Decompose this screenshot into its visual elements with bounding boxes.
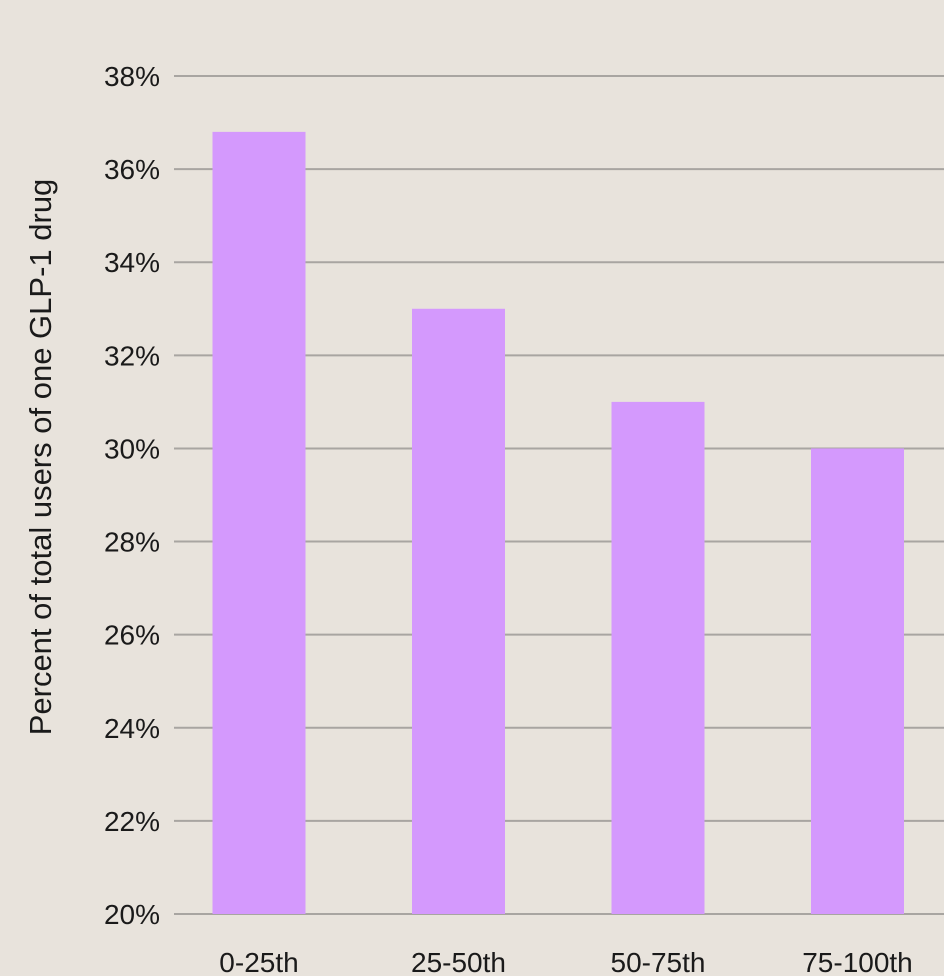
y-axis-title: Percent of total users of one GLP-1 drug (23, 179, 58, 736)
x-axis-ticks: 0-25th 25-50th 50-75th 75-100th (219, 947, 912, 976)
y-tick-label: 30% (104, 433, 160, 464)
bar-1 (212, 131, 306, 914)
bar-4 (811, 448, 904, 914)
y-tick-label: 36% (104, 154, 160, 185)
x-tick-label: 75-100th (802, 947, 913, 976)
y-tick-label: 28% (104, 527, 160, 558)
y-tick-label: 20% (104, 899, 160, 930)
y-tick-label: 24% (104, 713, 160, 744)
y-tick-label: 38% (104, 61, 160, 92)
y-tick-label: 26% (104, 620, 160, 651)
y-tick-label: 22% (104, 806, 160, 837)
x-tick-label: 25-50th (411, 947, 506, 976)
bar-2 (412, 308, 505, 914)
x-tick-label: 50-75th (611, 947, 706, 976)
y-tick-label: 34% (104, 247, 160, 278)
bar-3 (611, 401, 705, 914)
bars (212, 131, 904, 914)
y-tick-label: 32% (104, 340, 160, 371)
y-axis-ticks: 20% 22% 24% 26% 28% 30% 32% 34% 36% 38% (104, 61, 160, 930)
x-tick-label: 0-25th (219, 947, 298, 976)
